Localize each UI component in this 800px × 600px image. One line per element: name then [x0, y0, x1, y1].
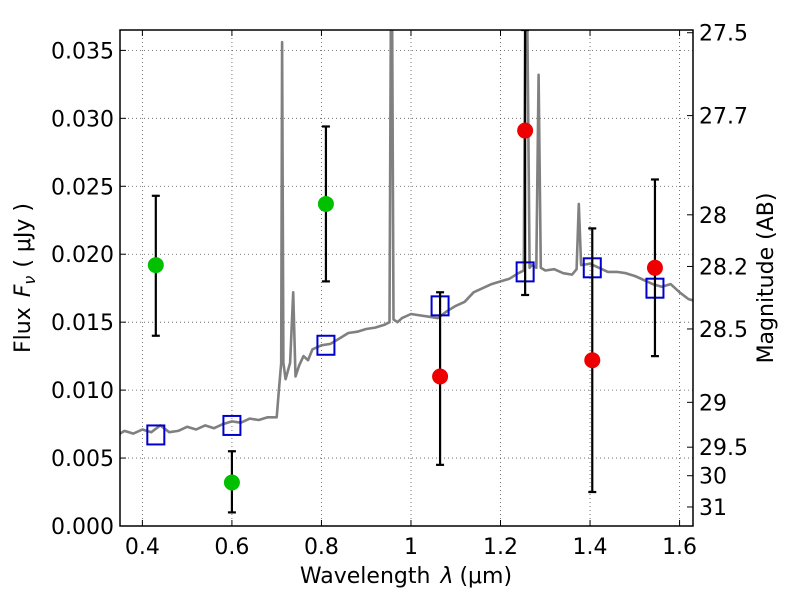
observed-points: [147, 122, 663, 491]
x-axis-label: Wavelength λ (μm): [300, 564, 512, 589]
y-axis-label-symbol: F: [11, 284, 36, 297]
plot-area: [120, 30, 693, 514]
y-tick-label: 0.010: [51, 379, 114, 404]
y-axis-label-sub: ν: [20, 276, 39, 285]
x-axis-label-symbol: λ: [439, 564, 453, 589]
y-tick-label: 0.030: [51, 107, 114, 132]
green-data-point: [147, 257, 164, 274]
y-tick-label: 0.000: [51, 515, 114, 540]
x-tick-label: 0.4: [125, 535, 160, 560]
red-data-point: [432, 368, 449, 385]
y2-tick-label: 31: [699, 496, 727, 521]
y2-tick-label: 30: [699, 465, 727, 490]
x-axis-label-text: Wavelength: [300, 564, 431, 589]
x-axis-label-unit: (μm): [459, 564, 512, 589]
y-axis-label-text: Flux: [11, 307, 36, 353]
spectrum-line: [120, 30, 693, 435]
y-tick-label: 0.025: [51, 175, 114, 200]
x-tick-label: 1.4: [573, 535, 608, 560]
y2-tick-label: 29: [699, 391, 727, 416]
y2-tick-label: 28.2: [699, 255, 748, 280]
y2-tick-label: 27.7: [699, 105, 748, 130]
x-tick-label: 1: [404, 535, 418, 560]
y-axis-label-unit: ( μJy ): [11, 203, 36, 268]
model-square: [316, 334, 336, 356]
green-data-point: [317, 195, 334, 212]
green-data-point: [223, 474, 240, 491]
x-tick-label: 0.8: [304, 535, 339, 560]
y2-axis-label: Magnitude (AB): [754, 193, 779, 364]
axis-ticks: 0.4 0.6 0.8 1 1.2 1.4 1.6 0.000 0.005 0.010 0.015 0…: [51, 22, 748, 560]
red-data-point: [584, 352, 601, 369]
x-tick-label: 1.6: [662, 535, 697, 560]
y-tick-label: 0.020: [51, 243, 114, 268]
y-tick-label: 0.015: [51, 311, 114, 336]
y2-tick-label: 28: [699, 204, 727, 229]
y-tick-label: 0.005: [51, 447, 114, 472]
y2-tick-label: 27.5: [699, 22, 748, 47]
red-data-point: [646, 259, 663, 276]
y-axis-label: Flux Fν ( μJy ): [11, 203, 39, 353]
y2-tick-label: 29.5: [699, 436, 748, 461]
y-tick-label: 0.035: [51, 39, 114, 64]
x-tick-label: 0.6: [214, 535, 249, 560]
y2-tick-label: 28.5: [699, 318, 748, 343]
plot-frame: [119, 29, 694, 527]
model-square: [222, 414, 242, 436]
red-data-point: [517, 122, 534, 139]
x-tick-label: 1.2: [483, 535, 518, 560]
model-square: [146, 424, 166, 446]
